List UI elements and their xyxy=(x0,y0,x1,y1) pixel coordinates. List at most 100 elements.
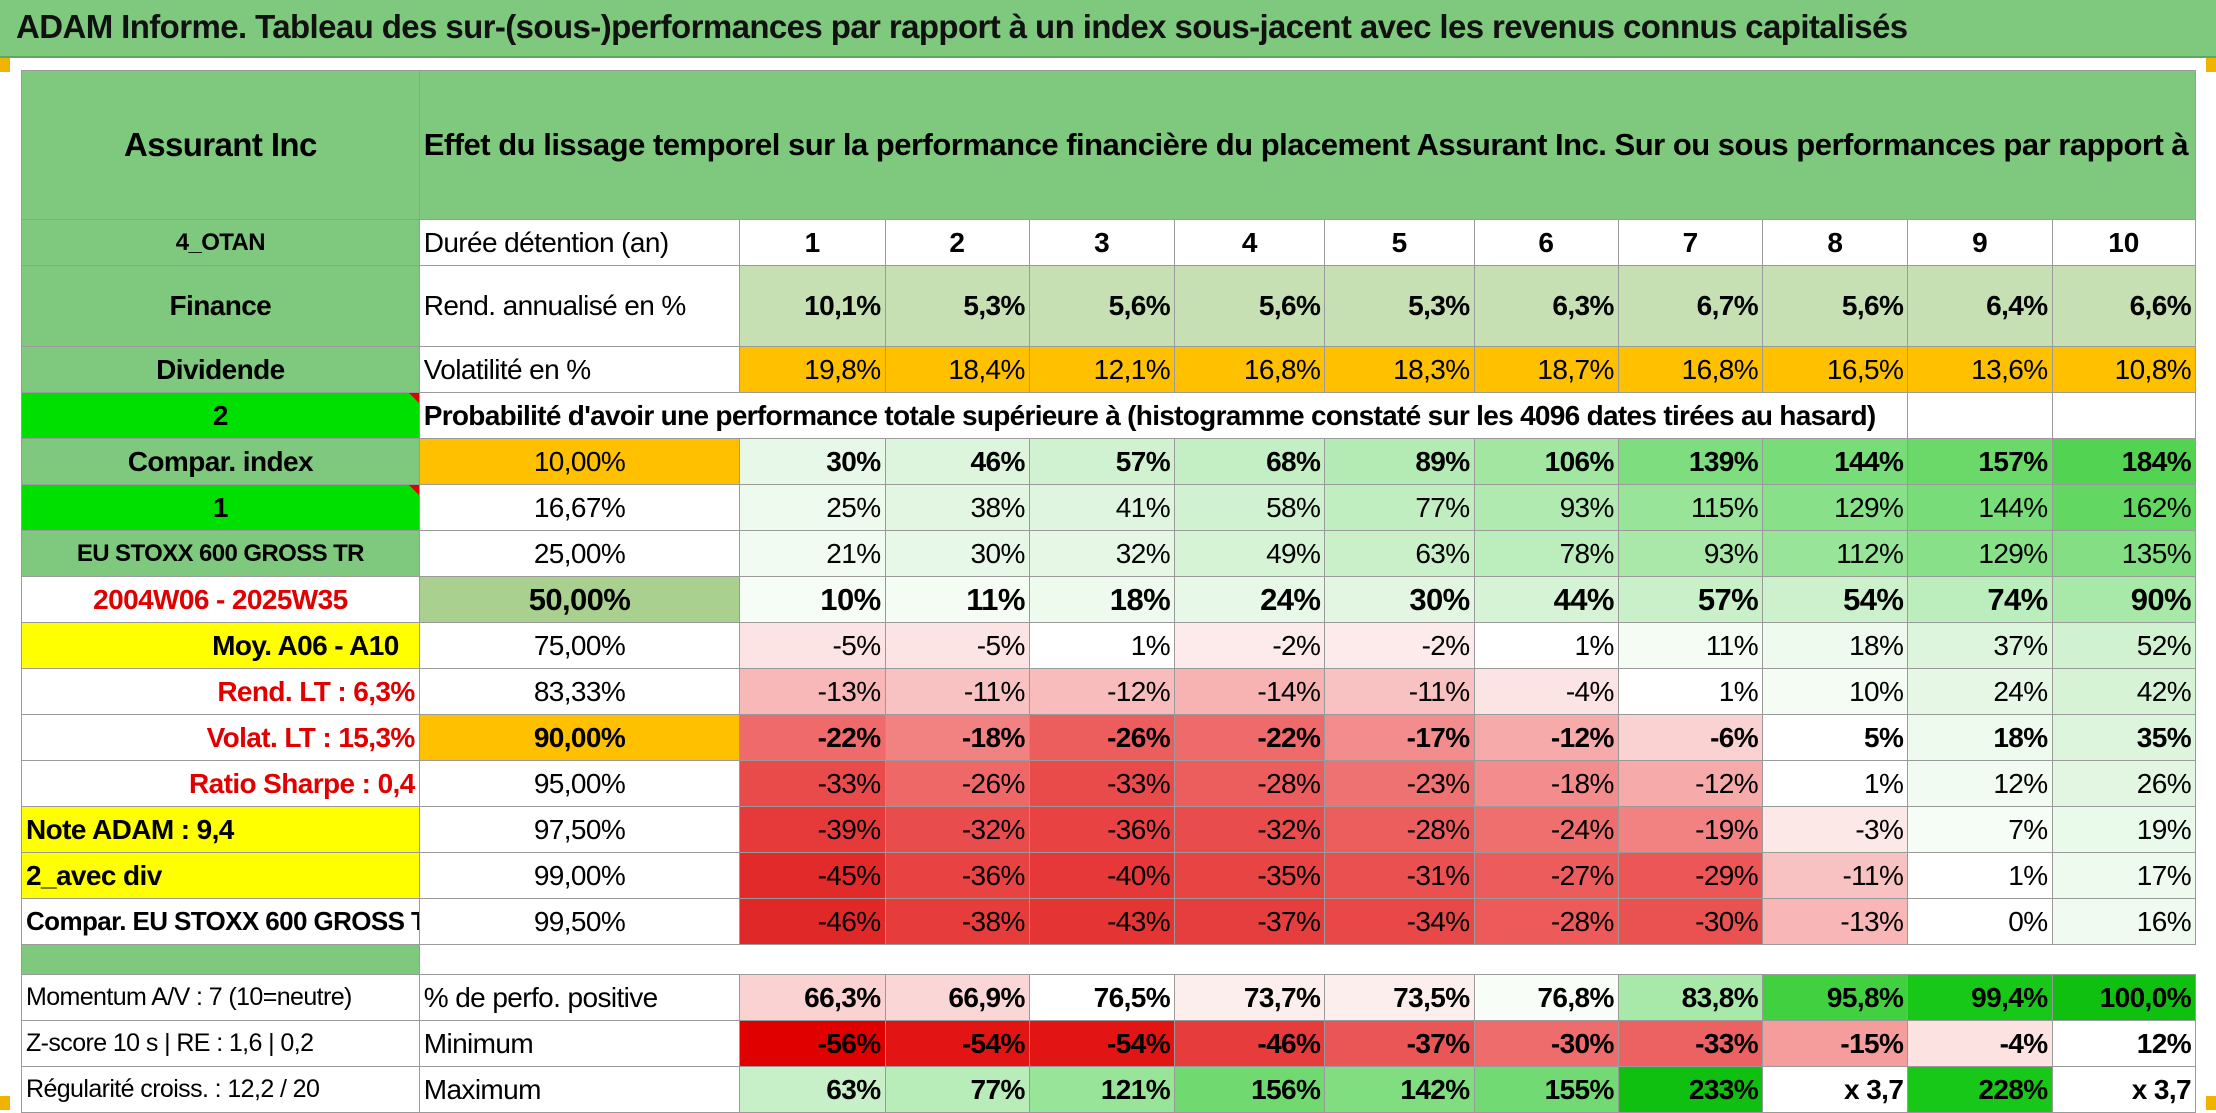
maximum-cell: 155% xyxy=(1473,1066,1619,1113)
maximum-cell: x 3,7 xyxy=(2051,1066,2197,1113)
maximum-cell: 233% xyxy=(1617,1066,1764,1113)
distribution-cell: 12% xyxy=(1907,760,2053,807)
probability-level: 16,67% xyxy=(418,484,741,531)
minimum-cell: -15% xyxy=(1762,1020,1909,1067)
distribution-cell: -2% xyxy=(1174,622,1326,669)
distribution-cell: 21% xyxy=(739,530,886,577)
distribution-cell: -39% xyxy=(739,806,886,853)
year-header: 7 xyxy=(1617,219,1764,266)
minimum-cell: -54% xyxy=(1028,1020,1176,1067)
distribution-row: Ratio Sharpe : 0,4 95,00% -33% -26% -33%… xyxy=(21,760,2197,807)
return-row: Finance Rend. annualisé en % 10,1% 5,3% … xyxy=(21,265,2197,347)
distribution-cell: 139% xyxy=(1617,438,1764,485)
probability-level: 75,00% xyxy=(418,622,741,669)
distribution-cell: -12% xyxy=(1028,668,1176,715)
positive-cell: 76,8% xyxy=(1473,974,1619,1021)
compar-index-label: Compar. index xyxy=(21,438,420,485)
distribution-cell: 1% xyxy=(1617,668,1764,715)
index-number-label: 1 xyxy=(21,484,420,531)
volatility-cell: 16,8% xyxy=(1174,346,1326,393)
report-banner: ADAM Informe. Tableau des sur-(sous-)per… xyxy=(0,0,2216,58)
distribution-cell: -46% xyxy=(739,898,886,945)
minimum-cell: -37% xyxy=(1324,1020,1475,1067)
distribution-row: EU STOXX 600 GROSS TR 25,00% 21% 30% 32%… xyxy=(21,530,2197,577)
distribution-cell: -37% xyxy=(1174,898,1326,945)
distribution-cell: 17% xyxy=(2051,852,2197,899)
year-header: 9 xyxy=(1907,219,2053,266)
distribution-cell: -2% xyxy=(1324,622,1475,669)
distribution-row: 2_avec div 99,00% -45% -36% -40% -35% -3… xyxy=(21,852,2197,899)
positive-cell: 73,7% xyxy=(1174,974,1326,1021)
minimum-row: Z-score 10 s | RE : 1,6 | 0,2 Minimum -5… xyxy=(21,1020,2197,1067)
distribution-cell: 26% xyxy=(2051,760,2197,807)
distribution-cell: 10% xyxy=(739,576,886,623)
distribution-cell: -45% xyxy=(739,852,886,899)
probability-level: 97,50% xyxy=(418,806,741,853)
corner-marker xyxy=(0,1096,10,1110)
volatility-cell: 10,8% xyxy=(2051,346,2197,393)
empty-cell xyxy=(2051,392,2197,439)
maximum-cell: 77% xyxy=(884,1066,1030,1113)
minimum-cell: -56% xyxy=(739,1020,886,1067)
distribution-cell: 144% xyxy=(1907,484,2053,531)
distribution-cell: -26% xyxy=(1028,714,1176,761)
probability-level: 95,00% xyxy=(418,760,741,807)
volatility-cell: 13,6% xyxy=(1907,346,2053,393)
distribution-cell: 135% xyxy=(2051,530,2197,577)
return-cell: 6,7% xyxy=(1617,265,1764,347)
distribution-cell: -32% xyxy=(1174,806,1326,853)
minimum-cell: -4% xyxy=(1907,1020,2053,1067)
report-description: Effet du lissage temporel sur la perform… xyxy=(418,70,2197,220)
maximum-cell: 142% xyxy=(1324,1066,1475,1113)
positive-cell: 83,8% xyxy=(1617,974,1764,1021)
distribution-row: Compar. EU STOXX 600 GROSS TR 99,50% -46… xyxy=(21,898,2197,945)
code-label: 4_OTAN xyxy=(21,219,420,266)
maximum-row: Régularité croiss. : 12,2 / 20 Maximum 6… xyxy=(21,1066,2197,1113)
distribution-row: Volat. LT : 15,3% 90,00% -22% -18% -26% … xyxy=(21,714,2197,761)
distribution-cell: 157% xyxy=(1907,438,2053,485)
positive-cell: 76,5% xyxy=(1028,974,1176,1021)
positive-row: Momentum A/V : 7 (10=neutre) % de perfo.… xyxy=(21,974,2197,1021)
distribution-cell: 46% xyxy=(884,438,1030,485)
positive-cell: 73,5% xyxy=(1324,974,1475,1021)
distribution-cell: 42% xyxy=(2051,668,2197,715)
distribution-cell: 162% xyxy=(2051,484,2197,531)
return-cell: 6,6% xyxy=(2051,265,2197,347)
minimum-cell: -30% xyxy=(1473,1020,1619,1067)
company-name: Assurant Inc xyxy=(21,70,420,220)
positive-cell: 100,0% xyxy=(2051,974,2197,1021)
distribution-cell: -23% xyxy=(1324,760,1475,807)
distribution-cell: 52% xyxy=(2051,622,2197,669)
corner-marker xyxy=(0,58,10,72)
distribution-cell: -11% xyxy=(884,668,1030,715)
distribution-cell: 63% xyxy=(1324,530,1475,577)
volatility-cell: 18,4% xyxy=(884,346,1030,393)
distribution-cell: 19% xyxy=(2051,806,2197,853)
distribution-cell: 74% xyxy=(1907,576,2053,623)
distribution-cell: 35% xyxy=(2051,714,2197,761)
distribution-cell: -13% xyxy=(739,668,886,715)
distribution-cell: 5% xyxy=(1762,714,1909,761)
distribution-cell: -35% xyxy=(1174,852,1326,899)
probability-level: 99,50% xyxy=(418,898,741,945)
distribution-cell: 30% xyxy=(884,530,1030,577)
distribution-cell: -28% xyxy=(1324,806,1475,853)
period-label: 2004W06 - 2025W35 xyxy=(21,576,420,623)
return-cell: 10,1% xyxy=(739,265,886,347)
distribution-cell: -14% xyxy=(1174,668,1326,715)
avec-div-label: 2_avec div xyxy=(21,852,420,899)
distribution-cell: 37% xyxy=(1907,622,2053,669)
distribution-cell: 78% xyxy=(1473,530,1619,577)
distribution-cell: -26% xyxy=(884,760,1030,807)
index-name-label: EU STOXX 600 GROSS TR xyxy=(21,530,420,577)
distribution-cell: 1% xyxy=(1028,622,1176,669)
year-header: 10 xyxy=(2051,219,2197,266)
rend-lt-label: Rend. LT : 6,3% xyxy=(21,668,420,715)
positive-label: % de perfo. positive xyxy=(418,974,741,1021)
corner-marker xyxy=(2206,58,2216,72)
distribution-cell: 7% xyxy=(1907,806,2053,853)
distribution-cell: -28% xyxy=(1174,760,1326,807)
year-header: 6 xyxy=(1473,219,1619,266)
distribution-cell: -29% xyxy=(1617,852,1764,899)
distribution-cell: 38% xyxy=(884,484,1030,531)
